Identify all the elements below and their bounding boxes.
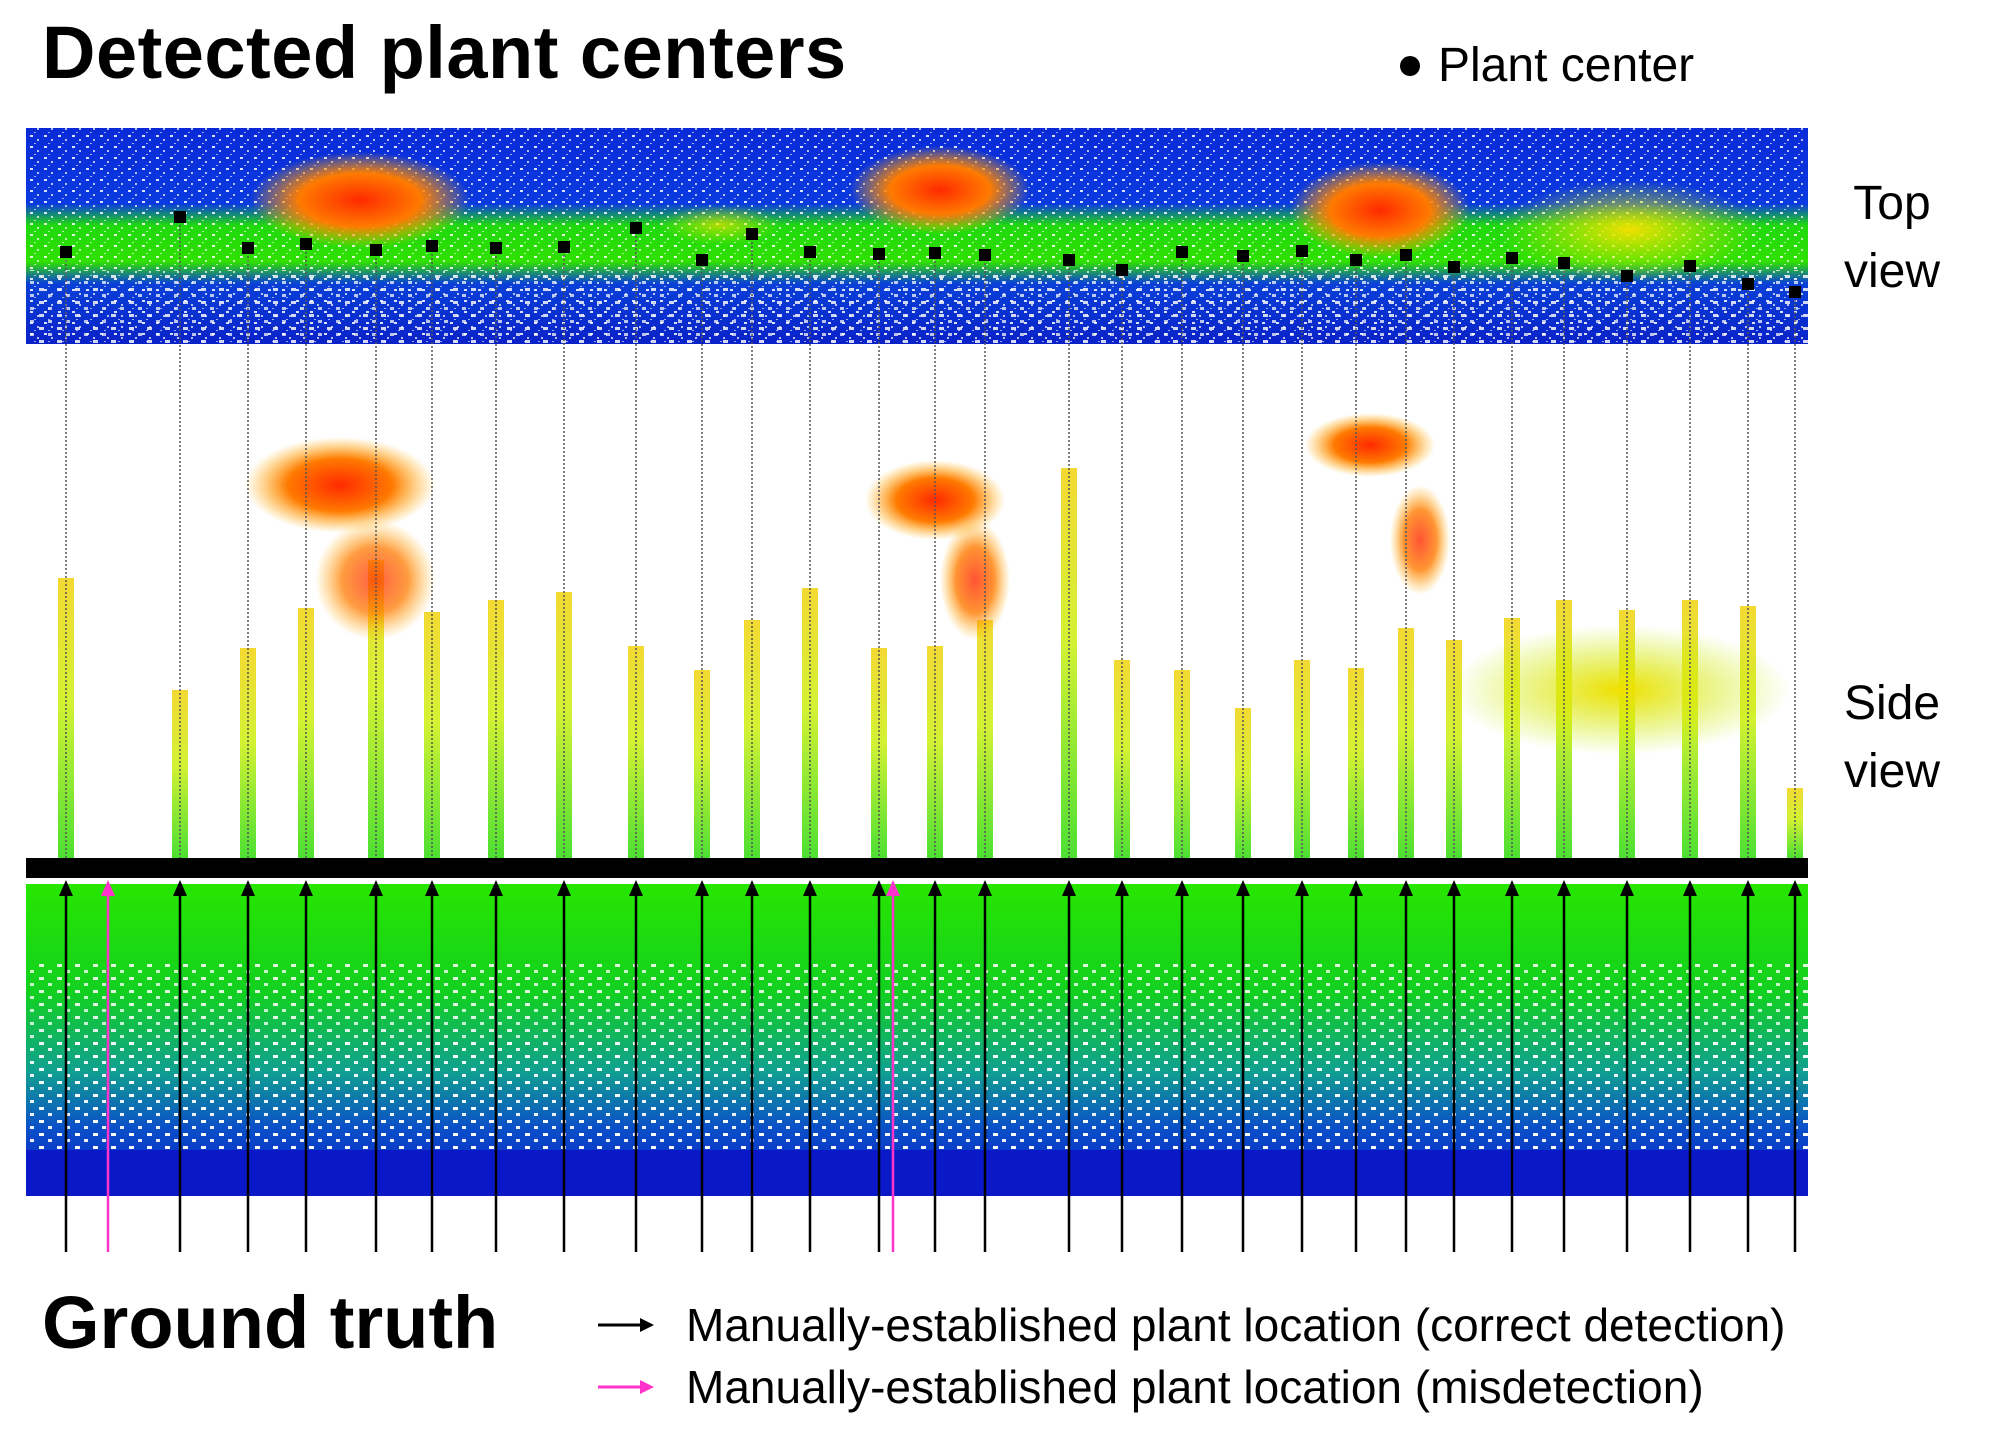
arrow-head (928, 880, 942, 896)
figure-title: Detected plant centers (42, 11, 847, 94)
plant-center-dot (490, 242, 502, 254)
side-stem (1061, 468, 1077, 858)
divider-bar (26, 858, 1808, 878)
top-view-label-line2: view (1843, 245, 1941, 298)
plant-center-dot (1116, 264, 1128, 276)
top-view-panel (26, 128, 1808, 344)
lower-canopy-panel (26, 884, 1808, 1196)
plant-center-legend: Plant center (1400, 38, 1694, 93)
arrow-head (1115, 880, 1129, 896)
plant-center-dot (1350, 254, 1362, 266)
side-stem (871, 648, 887, 858)
ground-truth-title: Ground truth (42, 1281, 499, 1364)
plant-center-dot (804, 246, 816, 258)
arrow-head (1505, 880, 1519, 896)
plant-center-dot (300, 238, 312, 250)
side-view-label-line1: Side (1843, 677, 1941, 730)
plant-center-dot (1742, 278, 1754, 290)
side-stem (1235, 708, 1251, 858)
black-arrow-icon (598, 1318, 654, 1332)
arrow-head (803, 880, 817, 896)
arrow-head (59, 880, 73, 896)
arrow-head (1557, 880, 1571, 896)
side-stem (1787, 788, 1803, 858)
arrow-head (425, 880, 439, 896)
arrow-head (1741, 880, 1755, 896)
arrow-head (369, 880, 383, 896)
arrow-head (1788, 880, 1802, 896)
arrow-head (1062, 880, 1076, 896)
arrow-head (1236, 880, 1250, 896)
plant-center-dots (60, 211, 1801, 298)
plant-center-dot (1400, 249, 1412, 261)
arrow-head (1349, 880, 1363, 896)
top-view-label-line1: Top (1853, 177, 1931, 230)
plant-center-dot (696, 254, 708, 266)
arrow-head (1295, 880, 1309, 896)
arrow-head (173, 880, 187, 896)
plant-center-dot (1063, 254, 1075, 266)
side-view-label: Side view (1812, 670, 1972, 806)
side-stem (1348, 668, 1364, 858)
arrow-head (489, 880, 503, 896)
plant-center-dot (1296, 245, 1308, 257)
misdetection-arrow-head (101, 880, 115, 896)
side-view-panel (58, 413, 1803, 858)
legend-correct-detection: Manually-established plant location (cor… (596, 1298, 1785, 1352)
arrow-head (745, 880, 759, 896)
arrow-head (872, 880, 886, 896)
misdetection-arrow-head (886, 880, 900, 896)
plant-center-dot (60, 246, 72, 258)
plant-center-dot-icon (1400, 55, 1420, 76)
arrow-head (241, 880, 255, 896)
magenta-arrow-icon (598, 1380, 654, 1394)
arrow-head (629, 880, 643, 896)
arrow-head (1683, 880, 1697, 896)
legend-correct-label: Manually-established plant location (cor… (686, 1299, 1786, 1351)
arrow-head (1399, 880, 1413, 896)
plant-center-dot (1448, 261, 1460, 273)
plant-center-dot (1176, 246, 1188, 258)
arrow-head (299, 880, 313, 896)
arrow-head (557, 880, 571, 896)
top-view-label: Top view (1812, 170, 1972, 306)
legend-misdetection: Manually-established plant location (mis… (596, 1360, 1704, 1414)
plant-center-dot (1558, 257, 1570, 269)
arrow-head (1620, 880, 1634, 896)
plant-center-dot (630, 222, 642, 234)
plant-center-dot (1506, 252, 1518, 264)
plant-center-dot (746, 228, 758, 240)
plant-center-legend-label: Plant center (1438, 39, 1695, 92)
arrow-head (978, 880, 992, 896)
legend-misdetection-label: Manually-established plant location (mis… (686, 1361, 1704, 1413)
arrow-head (695, 880, 709, 896)
plant-center-dot (242, 242, 254, 254)
side-stem (927, 646, 943, 858)
plant-center-dot (979, 249, 991, 261)
arrow-head (1175, 880, 1189, 896)
plant-center-dot (1237, 250, 1249, 262)
plant-center-dot (558, 241, 570, 253)
plant-center-dot (370, 244, 382, 256)
ground-truth-arrows (59, 880, 1802, 1252)
plant-center-dot (873, 248, 885, 260)
arrow-head (1447, 880, 1461, 896)
plant-center-dot (1684, 260, 1696, 272)
side-view-label-line2: view (1843, 745, 1941, 798)
plant-center-dot (1621, 270, 1633, 282)
plant-center-dot (174, 211, 186, 223)
side-stem (802, 588, 818, 858)
plant-center-dot (426, 240, 438, 252)
plant-center-dot (1789, 286, 1801, 298)
plant-guide-lines (65, 217, 1796, 858)
plant-center-dot (929, 247, 941, 259)
